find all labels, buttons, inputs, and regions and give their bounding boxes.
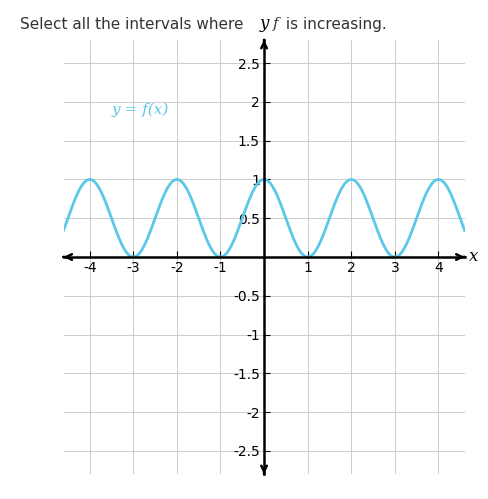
- Text: y: y: [259, 15, 268, 32]
- Text: x: x: [468, 249, 477, 265]
- Text: is increasing.: is increasing.: [281, 17, 386, 32]
- Text: y = f(x): y = f(x): [111, 102, 168, 117]
- Text: f: f: [272, 17, 278, 31]
- Text: Select all the intervals where: Select all the intervals where: [20, 17, 247, 32]
